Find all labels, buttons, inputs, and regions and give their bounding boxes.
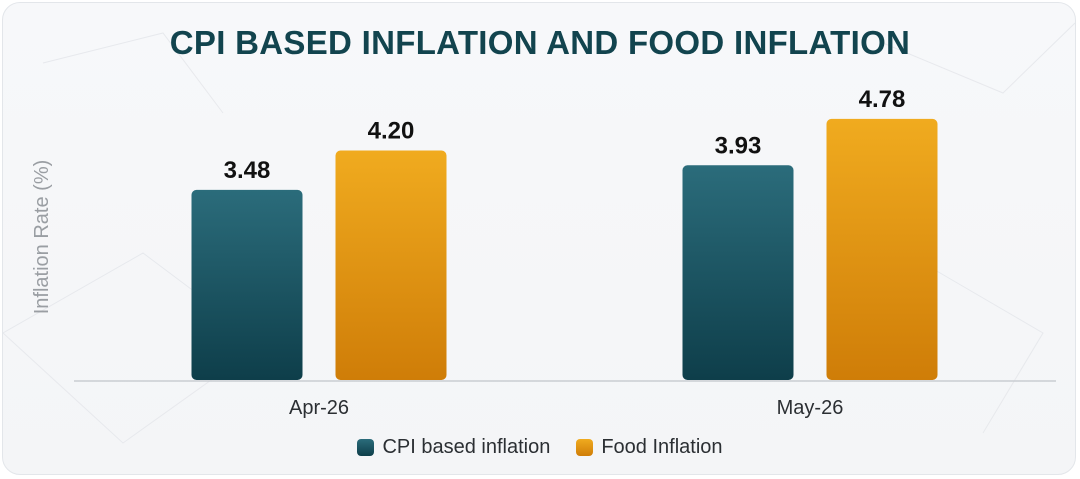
bar-cpi-may-26 <box>682 165 794 380</box>
chart-legend: CPI based inflation Food Inflation <box>0 436 1080 459</box>
legend-swatch-food <box>576 439 594 456</box>
data-label-food-may-26: 4.78 <box>859 86 906 113</box>
data-label-food-apr-26: 4.20 <box>368 118 415 145</box>
legend-item-cpi: CPI based inflation <box>357 436 550 459</box>
chart-title: CPI BASED INFLATION AND FOOD INFLATION <box>169 24 911 61</box>
legend-item-food: Food Inflation <box>576 436 723 459</box>
x-tick-label-apr-26: Apr-26 <box>289 397 349 419</box>
legend-label-food: Food Inflation <box>601 436 723 458</box>
legend-label-cpi: CPI based inflation <box>382 436 551 458</box>
bar-cpi-apr-26 <box>191 189 303 380</box>
y-axis-label: Inflation Rate (%) <box>31 160 53 315</box>
data-label-cpi-apr-26: 3.48 <box>224 157 271 184</box>
bar-food-may-26 <box>826 118 938 381</box>
bar-food-apr-26 <box>335 150 447 380</box>
x-tick-label-may-26: May-26 <box>777 397 844 419</box>
legend-swatch-cpi <box>357 439 375 456</box>
data-label-cpi-may-26: 3.93 <box>715 132 762 159</box>
